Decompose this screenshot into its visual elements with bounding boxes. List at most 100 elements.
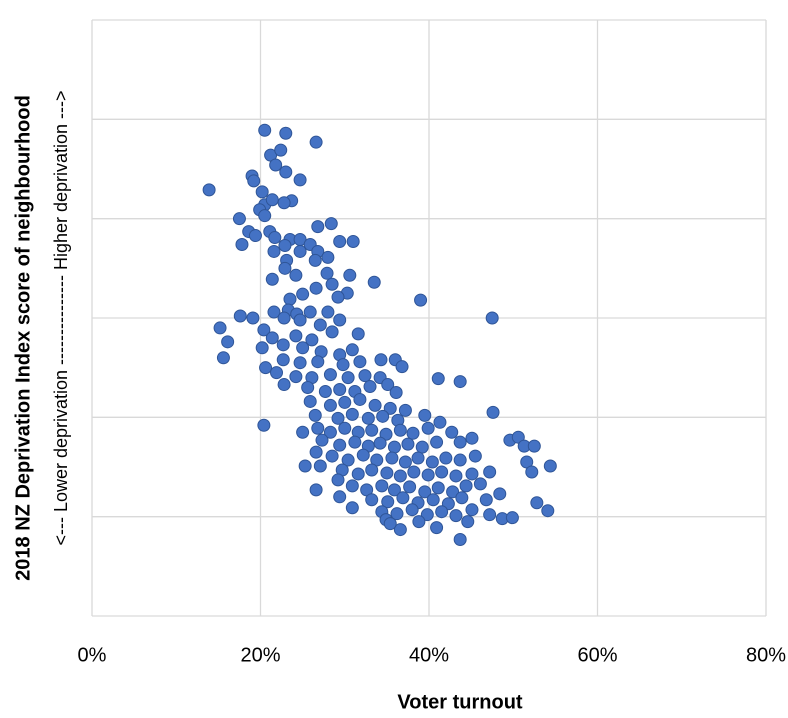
data-point — [279, 126, 293, 140]
data-point — [313, 318, 327, 332]
data-point — [383, 517, 397, 531]
data-point — [439, 451, 453, 465]
data-point — [468, 449, 482, 463]
data-point — [311, 220, 325, 234]
data-point — [268, 231, 282, 245]
data-point — [393, 469, 407, 483]
data-point — [453, 435, 467, 449]
data-point — [398, 403, 412, 417]
data-point — [459, 479, 473, 493]
data-point — [380, 466, 394, 480]
data-point — [278, 238, 292, 252]
data-point — [393, 423, 407, 437]
x-tick-label: 80% — [746, 644, 786, 666]
data-point — [296, 425, 310, 439]
data-point — [279, 165, 293, 179]
data-point — [277, 378, 291, 392]
data-point — [453, 533, 467, 547]
data-point — [318, 385, 332, 399]
data-point — [445, 425, 459, 439]
data-point — [453, 375, 467, 389]
data-point — [449, 469, 463, 483]
data-point — [298, 459, 312, 473]
data-point — [343, 268, 357, 282]
data-point — [269, 158, 283, 172]
data-point — [485, 311, 499, 325]
data-point — [348, 435, 362, 449]
y-axis-note: <--- Lower deprivation --------------- H… — [51, 90, 71, 545]
data-point — [277, 311, 291, 325]
data-point — [345, 501, 359, 515]
data-point — [421, 421, 435, 435]
data-point — [430, 521, 444, 535]
data-point — [446, 485, 460, 499]
data-point — [276, 338, 290, 352]
data-point — [233, 309, 247, 323]
data-point — [431, 372, 445, 386]
data-point — [257, 323, 271, 337]
data-point — [311, 355, 325, 369]
data-point — [341, 453, 355, 467]
data-point — [305, 333, 319, 347]
data-point — [398, 455, 412, 469]
data-point — [333, 490, 347, 504]
data-point — [320, 266, 334, 280]
data-point — [345, 407, 359, 421]
data-point — [405, 503, 419, 517]
data-point — [333, 438, 347, 452]
data-point — [333, 383, 347, 397]
data-point — [216, 351, 230, 365]
x-tick-label: 20% — [240, 644, 280, 666]
data-point — [368, 398, 382, 412]
data-point — [289, 329, 303, 343]
data-point — [426, 493, 440, 507]
data-point — [325, 449, 339, 463]
data-point — [293, 244, 307, 258]
data-point — [232, 212, 246, 226]
data-point — [461, 515, 475, 529]
data-point — [411, 451, 425, 465]
data-point — [465, 503, 479, 517]
data-point — [376, 409, 390, 423]
data-point — [331, 290, 345, 304]
data-point — [255, 341, 269, 355]
data-point — [415, 440, 429, 454]
data-point — [374, 353, 388, 367]
data-point — [431, 481, 445, 495]
data-point — [365, 423, 379, 437]
data-point — [425, 455, 439, 469]
data-point — [338, 395, 352, 409]
data-point — [323, 368, 337, 382]
x-axis-title: Voter turnout — [397, 691, 523, 713]
data-point — [483, 508, 497, 522]
data-point — [258, 209, 272, 223]
data-point — [527, 439, 541, 453]
data-point — [418, 408, 432, 422]
data-point — [381, 495, 395, 509]
data-point — [430, 435, 444, 449]
data-point — [311, 421, 325, 435]
data-point — [325, 325, 339, 339]
y-axis-title: 2018 NZ Deprivation Index score of neigh… — [12, 95, 34, 581]
data-point — [309, 483, 323, 497]
data-point — [331, 473, 345, 487]
data-point — [308, 408, 322, 422]
data-point — [345, 479, 359, 493]
data-point — [373, 436, 387, 450]
data-point — [455, 491, 469, 505]
data-point — [351, 467, 365, 481]
data-point — [395, 360, 409, 374]
data-point — [308, 253, 322, 267]
data-point — [449, 509, 463, 523]
data-point — [393, 523, 407, 537]
data-point — [265, 272, 279, 286]
data-point — [303, 394, 317, 408]
data-point — [336, 358, 350, 372]
data-point — [341, 371, 355, 385]
data-point — [381, 378, 395, 392]
data-point — [353, 392, 367, 406]
data-point — [483, 465, 497, 479]
data-point — [412, 515, 426, 529]
